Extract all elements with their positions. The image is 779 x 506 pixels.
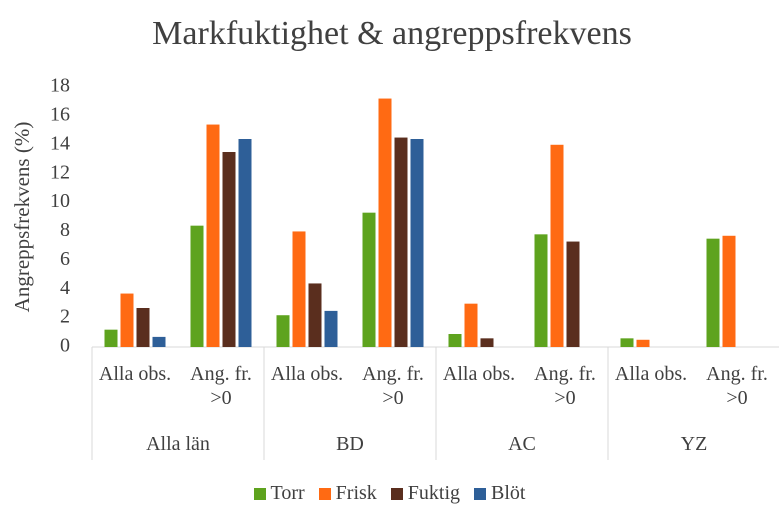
group-label: YZ <box>680 433 708 455</box>
bar <box>636 339 650 347</box>
legend-item: Blöt <box>474 482 525 505</box>
bar <box>308 283 322 347</box>
bar <box>480 338 494 347</box>
y-tick-label: 12 <box>50 161 70 183</box>
bar <box>120 293 134 347</box>
bar <box>362 212 376 347</box>
bar <box>534 234 548 347</box>
x-tick-label: Alla obs. <box>98 363 172 385</box>
bar <box>410 139 424 347</box>
bar <box>566 241 580 347</box>
y-tick-label: 14 <box>50 132 70 154</box>
bar <box>722 235 736 347</box>
bar <box>292 231 306 347</box>
bar <box>238 139 252 347</box>
y-tick-label: 16 <box>50 103 70 125</box>
chart-title: Markfuktighet & angreppsfrekvens <box>152 15 632 52</box>
legend-label: Blöt <box>491 482 526 504</box>
legend-item: Frisk <box>318 482 377 505</box>
legend-swatch <box>253 487 266 500</box>
bar <box>378 98 392 347</box>
bar <box>448 334 462 347</box>
y-axis-label: Angreppsfrekvens (%) <box>10 122 34 313</box>
legend-item: Fuktig <box>390 482 461 505</box>
bar <box>136 308 150 347</box>
bar <box>222 152 236 347</box>
bar <box>464 303 478 347</box>
bar <box>276 315 290 347</box>
y-tick-label: 18 <box>50 75 70 97</box>
legend-item: Torr <box>253 482 305 505</box>
bar <box>104 329 118 347</box>
bar <box>324 310 338 347</box>
legend-swatch <box>474 487 487 500</box>
x-tick-label: Alla obs. <box>270 363 344 385</box>
bar <box>706 238 720 347</box>
x-tick-label: Alla obs. <box>442 363 516 385</box>
group-label: BD <box>336 433 364 455</box>
y-tick-label: 6 <box>60 248 70 270</box>
bar <box>620 338 634 347</box>
bar <box>190 225 204 347</box>
x-tick-label: Alla obs. <box>614 363 688 385</box>
bar <box>550 144 564 347</box>
bar <box>152 336 166 347</box>
x-tick-label: Ang. fr. >0 <box>706 363 768 409</box>
legend-swatch <box>390 487 403 500</box>
bar <box>206 124 220 347</box>
group-label: AC <box>508 433 536 455</box>
y-tick-label: 8 <box>60 219 70 241</box>
y-tick-label: 4 <box>60 277 70 299</box>
group-label: Alla län <box>146 433 210 455</box>
legend-label: Torr <box>270 482 305 504</box>
bar <box>394 137 408 347</box>
legend: Torr Frisk Fuktig Blöt <box>0 482 779 505</box>
y-tick-label: 2 <box>60 306 70 328</box>
legend-label: Frisk <box>335 482 377 504</box>
legend-swatch <box>318 487 331 500</box>
x-tick-label: Ang. fr. >0 <box>534 363 596 409</box>
x-tick-label: Ang. fr. >0 <box>362 363 424 409</box>
legend-label: Fuktig <box>407 482 461 504</box>
y-tick-label: 10 <box>50 190 70 212</box>
y-tick-label: 0 <box>60 335 70 357</box>
x-tick-label: Ang. fr. >0 <box>190 363 252 409</box>
